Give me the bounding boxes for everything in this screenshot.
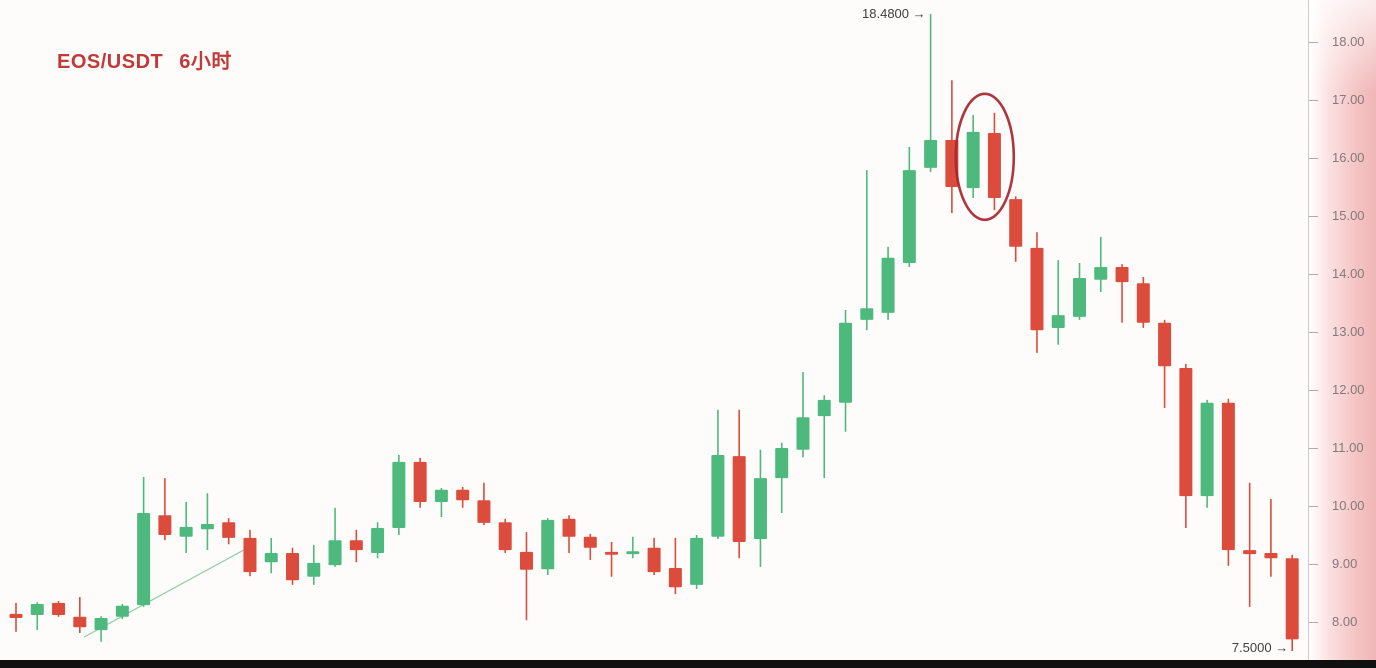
candle-body-up — [775, 448, 789, 479]
candle-body-up — [902, 170, 916, 263]
candle-body-down — [286, 552, 300, 581]
candle-body-down — [1264, 552, 1278, 559]
y-axis-tick — [1309, 274, 1318, 275]
candle-body-down — [1009, 199, 1023, 247]
candle-body-down — [647, 547, 661, 573]
candle-body-up — [711, 454, 725, 537]
candle-body-down — [583, 536, 597, 548]
candle-body-down — [413, 461, 427, 502]
y-axis-tick — [1309, 622, 1318, 623]
candle-body-up — [796, 417, 810, 450]
candle-body-up — [328, 540, 342, 566]
candle-body-up — [94, 617, 108, 631]
candle-body-up — [753, 478, 767, 540]
highlight-ellipse — [954, 92, 1016, 222]
y-axis-label: 14.00 — [1332, 266, 1365, 281]
y-axis-label: 15.00 — [1332, 208, 1365, 223]
timeframe-label: 6小时 — [179, 51, 232, 73]
y-axis-tick — [1309, 100, 1318, 101]
candle-body-up — [1200, 402, 1214, 497]
candle-body-down — [1115, 267, 1129, 283]
candle-body-up — [1051, 315, 1065, 328]
y-axis-label: 9.00 — [1332, 556, 1358, 571]
candle-body-down — [52, 602, 66, 616]
candle-body-down — [1158, 322, 1172, 367]
y-axis-tick — [1309, 42, 1318, 43]
candle-body-down — [158, 515, 172, 535]
price-axis: 18.00 17.00 16.00 15.00 14.00 13.00 12.00 11.00… — [1308, 0, 1376, 660]
candle-body-up — [817, 399, 831, 417]
trendline — [83, 547, 249, 638]
candle-body-down — [222, 522, 236, 538]
high-price-label: 18.4800 → — [862, 6, 926, 22]
candle-body-down — [1285, 558, 1299, 640]
candle-body-up — [264, 552, 278, 563]
candle-body-up — [434, 489, 448, 502]
candle-body-up — [307, 562, 321, 577]
candle-body-up — [179, 526, 193, 537]
low-price-label: 7.5000 → — [1231, 640, 1289, 655]
candle-body-up — [1073, 278, 1086, 317]
candle-body-up — [839, 322, 853, 403]
candle-body-up — [371, 528, 385, 553]
y-axis-label: 13.00 — [1332, 324, 1365, 339]
candle-body-down — [1136, 283, 1150, 323]
candle-body-down — [477, 500, 491, 523]
candle-body-up — [860, 308, 874, 320]
y-axis-label: 11.00 — [1332, 440, 1364, 455]
candle-body-down — [519, 551, 533, 570]
y-axis-tick — [1309, 216, 1318, 217]
y-axis-label: 8.00 — [1332, 614, 1358, 629]
bottom-bar — [0, 660, 1376, 668]
y-axis-tick — [1309, 506, 1318, 507]
y-axis-tick — [1309, 390, 1318, 391]
candle-body-up — [392, 461, 406, 529]
candle-body-down — [987, 133, 1001, 199]
candle-body-down — [605, 551, 619, 555]
candle-body-down — [498, 522, 512, 551]
y-axis-label: 18.00 — [1332, 34, 1365, 49]
candle-body-up — [541, 519, 555, 570]
candle-body-down — [562, 518, 576, 537]
candle-body-up — [30, 604, 44, 616]
y-axis-label: 12.00 — [1332, 382, 1365, 397]
y-axis-tick — [1309, 158, 1318, 159]
y-axis-tick — [1309, 564, 1318, 565]
y-axis-tick — [1309, 448, 1318, 449]
candle-body-up — [115, 605, 129, 617]
candle-body-down — [1243, 550, 1257, 555]
candle-body-down — [456, 489, 470, 501]
chart-title: EOS/USDT 6小时 — [57, 45, 232, 74]
candle-body-up — [924, 140, 938, 168]
candle-body-down — [349, 540, 363, 551]
candle-body-down — [73, 616, 87, 628]
candle-body-up — [690, 537, 704, 585]
candle-body-down — [732, 456, 746, 542]
candle-body-up — [966, 131, 980, 189]
candle-body-down — [243, 537, 257, 573]
candle-body-up — [1094, 267, 1108, 280]
candle-body-down — [9, 613, 23, 618]
candle-body-down — [1179, 367, 1193, 497]
y-axis-label: 10.00 — [1332, 498, 1365, 513]
candle-body-up — [626, 551, 640, 555]
candle-body-down — [668, 568, 682, 588]
candle-body-up — [137, 512, 151, 606]
y-axis-tick — [1309, 332, 1318, 333]
symbol-label: EOS/USDT — [57, 51, 164, 73]
candle-body-down — [1221, 402, 1235, 551]
candle-body-up — [881, 257, 895, 313]
candle-body-down — [1030, 247, 1044, 331]
candle-body-up — [200, 523, 214, 530]
y-axis-label: 16.00 — [1332, 150, 1365, 165]
y-axis-label: 17.00 — [1332, 92, 1365, 107]
